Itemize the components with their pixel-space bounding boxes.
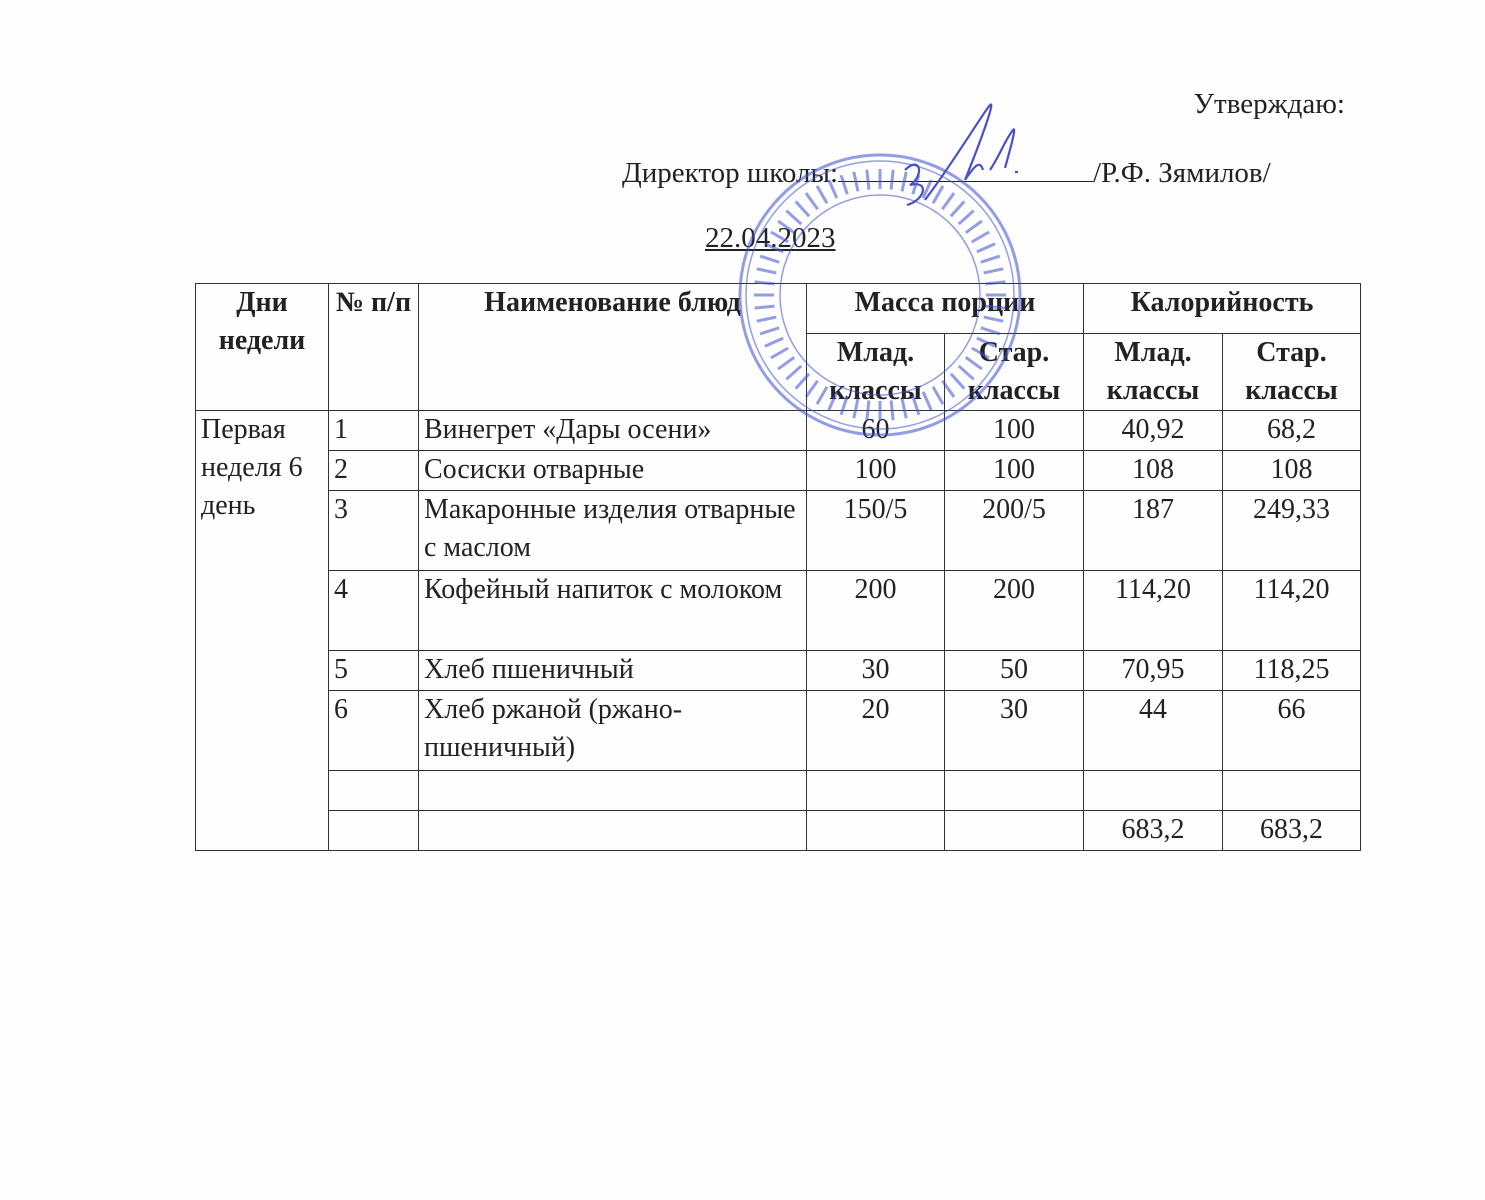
col-name-header: Наименование блюд (418, 283, 807, 411)
cal-junior: 187 (1083, 490, 1223, 571)
col-mass-header: Масса порции (806, 283, 1084, 334)
empty-cell (418, 770, 807, 811)
table-row: Первая неделя 6 день 1 Винегрет «Дары осе… (195, 410, 1361, 851)
approval-date: 22.04.2023 (705, 222, 836, 254)
approval-title: Утверждаю: (1193, 88, 1346, 120)
cal-senior: 118,25 (1222, 650, 1361, 691)
cal-junior: 108 (1083, 450, 1223, 491)
mass-junior: 30 (806, 650, 945, 691)
total-cal-senior: 683,2 (1222, 810, 1361, 851)
dish-name: Хлеб пшеничный (418, 650, 807, 691)
mass-junior-header: Млад. классы (806, 333, 945, 411)
stamp-letter-mark (804, 192, 819, 211)
stamp-letter-mark (756, 267, 777, 275)
mass-senior: 200 (944, 570, 1084, 651)
row-number: 3 (328, 490, 419, 571)
empty-cell (328, 770, 419, 811)
dish-name: Кофейный напиток с молоком (418, 570, 807, 651)
cal-junior: 44 (1083, 690, 1223, 771)
stamp-letter-mark (941, 192, 956, 211)
signature-line (838, 155, 1093, 182)
day-cell: Первая неделя 6 день (195, 410, 329, 851)
mass-junior: 20 (806, 690, 945, 771)
cal-senior: 68,2 (1222, 410, 1361, 451)
mass-senior: 200/5 (944, 490, 1084, 571)
stamp-letter-mark (957, 209, 975, 226)
row-number: 4 (328, 570, 419, 651)
cal-junior: 114,20 (1083, 570, 1223, 651)
empty-cell (1083, 770, 1223, 811)
mass-junior: 100 (806, 450, 945, 491)
stamp-letter-mark (964, 219, 983, 234)
stamp-letter-mark (976, 242, 996, 254)
empty-cell (806, 770, 945, 811)
row-number: 5 (328, 650, 419, 691)
director-name: /Р.Ф. Зямилов/ (1093, 157, 1271, 189)
mass-senior-header: Стар. классы (944, 333, 1084, 411)
empty-cell (418, 810, 807, 851)
mass-senior: 100 (944, 450, 1084, 491)
stamp-letter-mark (983, 267, 1004, 275)
row-number: 6 (328, 690, 419, 771)
dish-name: Винегрет «Дары осени» (418, 410, 807, 451)
empty-cell (1222, 770, 1361, 811)
mass-junior: 200 (806, 570, 945, 651)
menu-table: Дни недели № п/п Наименование блюд Масса… (195, 283, 1361, 851)
stamp-letter-mark (980, 254, 1001, 264)
cal-junior: 40,92 (1083, 410, 1223, 451)
empty-cell (944, 770, 1084, 811)
cal-senior: 249,33 (1222, 490, 1361, 571)
table-row: 6 Хлеб ржаной (ржано-пшеничный) 20 30 44… (196, 690, 1361, 771)
stamp-letter-mark (759, 254, 780, 264)
director-line: Директор школы: /Р.Ф. Зямилов/ (622, 155, 1271, 190)
total-cal-junior: 683,2 (1083, 810, 1223, 851)
director-label: Директор школы: (622, 157, 838, 189)
total-row: 683,2 683,2 (196, 810, 1361, 851)
empty-cell (328, 810, 419, 851)
col-num-header: № п/п (328, 283, 419, 411)
table-row: 3 Макаронные изделия отварные с маслом 1… (196, 490, 1361, 571)
cal-senior: 114,20 (1222, 570, 1361, 651)
stamp-letter-mark (794, 200, 811, 218)
dish-name: Макаронные изделия отварные с маслом (418, 490, 807, 571)
empty-cell (806, 810, 945, 851)
row-number: 1 (328, 410, 419, 451)
table-row: 5 Хлеб пшеничный 30 50 70,95 118,25 (196, 650, 1361, 691)
table-row: 4 Кофейный напиток с молоком 200 200 114… (196, 570, 1361, 651)
mass-senior: 30 (944, 690, 1084, 771)
dish-name: Хлеб ржаной (ржано-пшеничный) (418, 690, 807, 771)
stamp-letter-mark (949, 200, 966, 218)
mass-senior: 50 (944, 650, 1084, 691)
cal-senior: 66 (1222, 690, 1361, 771)
table-row: 2 Сосиски отварные 100 100 108 108 (196, 450, 1361, 491)
cal-senior-header: Стар. классы (1222, 333, 1361, 411)
empty-row (196, 770, 1361, 811)
row-number: 2 (328, 450, 419, 491)
empty-cell (944, 810, 1084, 851)
cal-junior: 70,95 (1083, 650, 1223, 691)
cal-junior-header: Млад. классы (1083, 333, 1223, 411)
mass-junior: 60 (806, 410, 945, 451)
mass-junior: 150/5 (806, 490, 945, 571)
mass-senior: 100 (944, 410, 1084, 451)
cal-senior: 108 (1222, 450, 1361, 491)
col-day-header: Дни недели (195, 283, 329, 411)
col-cal-header: Калорийность (1083, 283, 1361, 334)
dish-name: Сосиски отварные (418, 450, 807, 491)
stamp-letter-mark (971, 230, 990, 244)
